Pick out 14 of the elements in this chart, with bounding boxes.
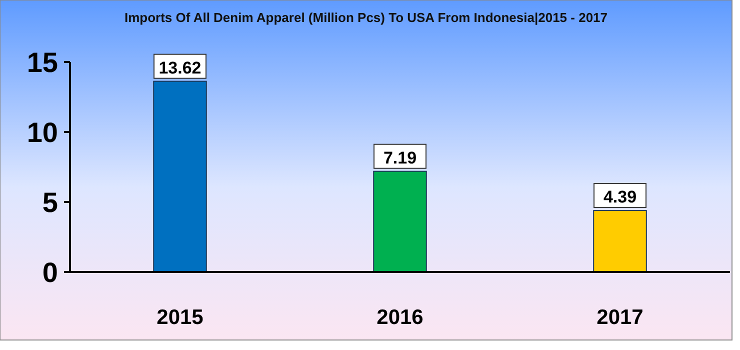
x-tick-label: 2017 [596,306,644,329]
y-tick-label: 0 [42,256,58,288]
data-label: 4.39 [603,187,637,206]
data-label: 13.62 [158,58,202,78]
x-tick-label: 2016 [376,306,424,329]
y-tick-label: 15 [26,46,58,78]
data-label: 7.19 [383,148,417,168]
bar [153,80,207,272]
x-tick-label: 2015 [156,306,204,329]
y-tick-label: 10 [26,116,58,148]
bar [593,210,647,272]
y-tick-label: 5 [42,186,58,218]
bar [373,170,427,272]
chart-title: Imports Of All Denim Apparel (Million Pcs) To USA From Indonesia|2015 - 2017 [124,10,608,25]
